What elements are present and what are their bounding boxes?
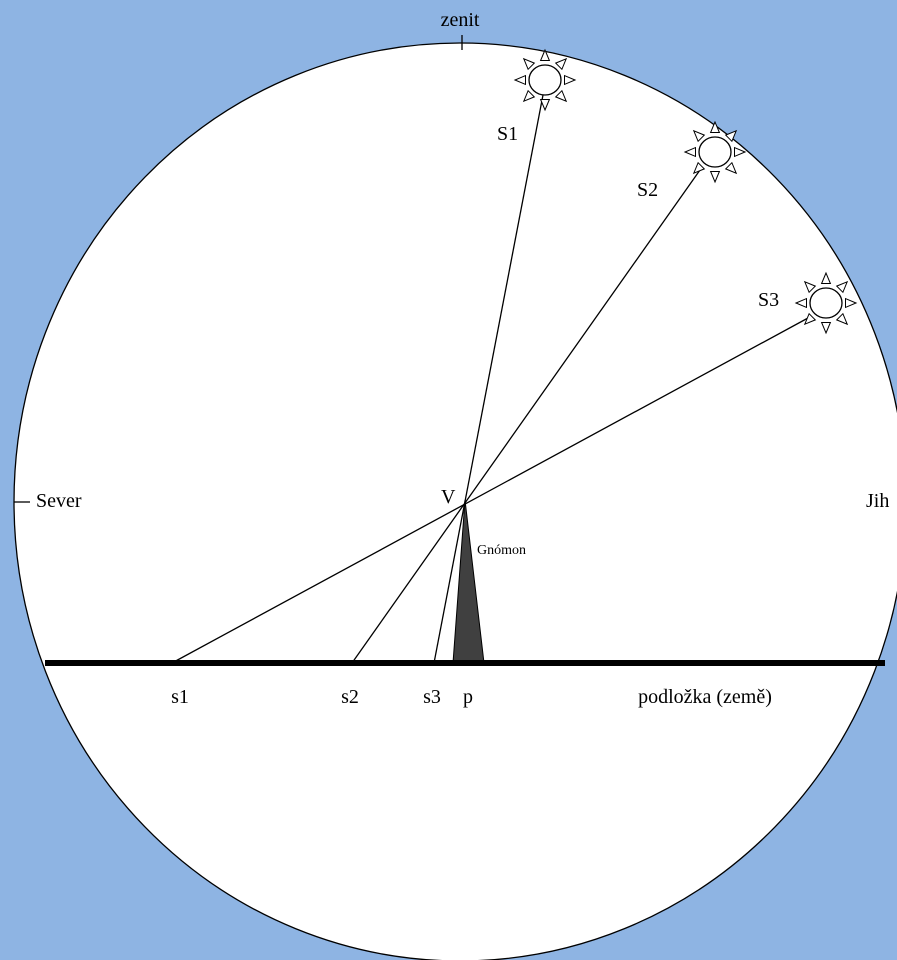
sun-ray <box>835 312 849 326</box>
sun-ray <box>820 271 832 284</box>
ray-2 <box>351 169 701 664</box>
sun-disc <box>528 64 562 96</box>
sun-ray <box>683 146 696 158</box>
zenith-label: zenit <box>441 9 480 31</box>
sun-ray <box>734 146 747 158</box>
sun-ray <box>709 120 721 133</box>
sun-ray <box>513 74 526 86</box>
sun-ray <box>820 322 832 335</box>
vertex-label: V <box>441 486 456 508</box>
shadow-label: s3 <box>423 686 441 708</box>
sun-ray <box>803 280 817 294</box>
sun-disc <box>809 287 843 319</box>
ground-label: podložka (země) <box>638 686 772 708</box>
sun-ray <box>845 297 858 309</box>
sun-ray <box>803 312 817 326</box>
suns <box>513 48 858 335</box>
foot-label: p <box>463 686 473 708</box>
shadow-label: s1 <box>171 686 189 708</box>
sun-ray <box>724 161 738 175</box>
sun-label: S1 <box>497 123 518 145</box>
sun-ray <box>794 297 807 309</box>
sun-ray <box>522 57 536 71</box>
sun-disc <box>698 136 732 168</box>
sun-ray <box>554 89 568 103</box>
sun-ray <box>564 74 577 86</box>
shadow-label: s2 <box>341 686 359 708</box>
north-label: Sever <box>36 490 82 512</box>
sun-ray <box>554 57 568 71</box>
ray-3 <box>171 317 809 664</box>
sun-ray <box>692 161 706 175</box>
ray-1 <box>433 94 544 664</box>
sun-ray <box>709 171 721 184</box>
sun-ray <box>835 280 849 294</box>
sun-ray <box>539 99 551 112</box>
south-label: Jih <box>866 490 889 512</box>
sun-label: S2 <box>637 179 658 201</box>
sun-ray <box>522 89 536 103</box>
sun-ray <box>692 129 706 143</box>
sun-label: S3 <box>758 289 779 311</box>
sun-ray <box>539 48 551 61</box>
sun-ray <box>724 129 738 143</box>
gnomon-label: Gnómon <box>477 543 526 558</box>
sky-circle <box>13 42 897 960</box>
